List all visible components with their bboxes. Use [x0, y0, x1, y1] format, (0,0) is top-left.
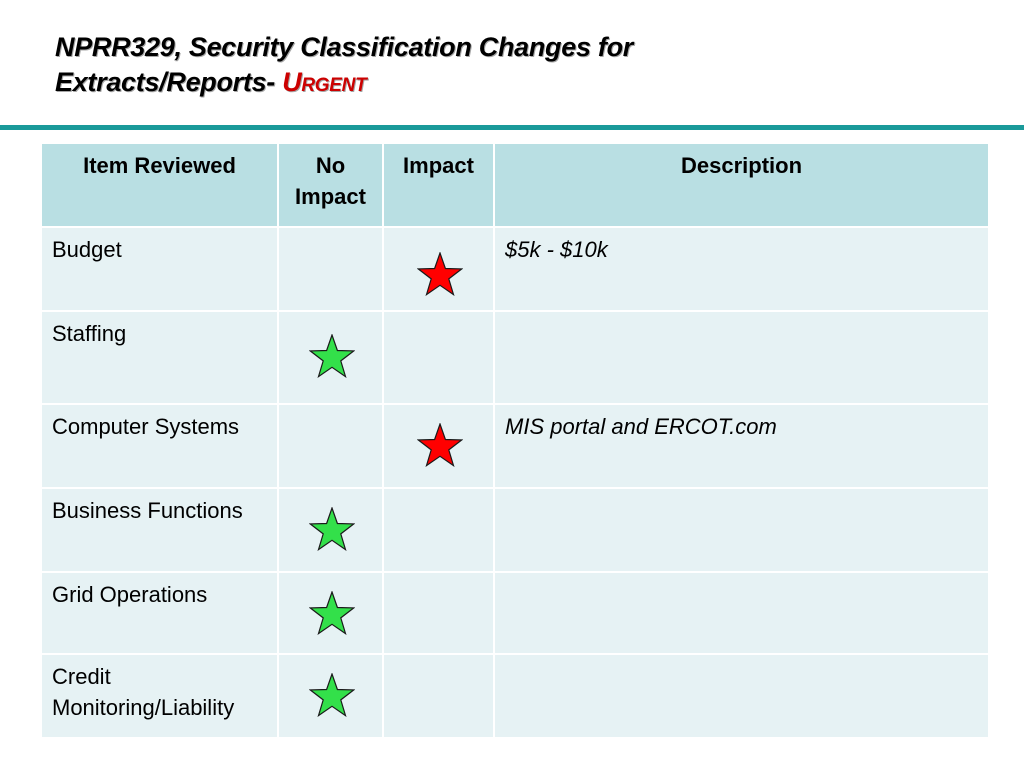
- item-reviewed-cell: Grid Operations: [42, 573, 279, 655]
- slide-title: NPRR329, Security Classification Changes…: [55, 30, 995, 100]
- item-reviewed-cell: Credit Monitoring/Liability: [42, 655, 279, 739]
- no-impact-cell: [279, 228, 384, 312]
- table-row: Staffing: [42, 312, 990, 405]
- impact-cell: [384, 312, 495, 405]
- table-row: Budget $5k - $10k: [42, 228, 990, 312]
- description-cell: MIS portal and ERCOT.com: [495, 405, 990, 489]
- impact-cell: [384, 489, 495, 573]
- green-star-icon: [309, 591, 355, 635]
- impact-cell: [384, 573, 495, 655]
- no-impact-cell: [279, 312, 384, 405]
- item-reviewed-cell: Business Functions: [42, 489, 279, 573]
- table-row: Computer Systems MIS portal and ERCOT.com: [42, 405, 990, 489]
- header-description: Description: [495, 144, 990, 228]
- green-star-icon: [309, 334, 355, 378]
- green-star-icon: [309, 673, 355, 717]
- description-cell: [495, 489, 990, 573]
- no-impact-cell: [279, 405, 384, 489]
- description-cell: [495, 655, 990, 739]
- title-line-2: Extracts/Reports-: [55, 67, 275, 97]
- impact-cell: [384, 228, 495, 312]
- title-line-1: NPRR329, Security Classification Changes…: [55, 32, 633, 62]
- no-impact-cell: [279, 573, 384, 655]
- description-cell: $5k - $10k: [495, 228, 990, 312]
- impact-cell: [384, 655, 495, 739]
- item-reviewed-cell: Computer Systems: [42, 405, 279, 489]
- table-row: Credit Monitoring/Liability: [42, 655, 990, 739]
- table-header-row: Item Reviewed No Impact Impact Descripti…: [42, 144, 990, 228]
- description-cell: [495, 312, 990, 405]
- red-star-icon: [417, 252, 463, 296]
- impact-cell: [384, 405, 495, 489]
- item-reviewed-cell: Budget: [42, 228, 279, 312]
- header-impact: Impact: [384, 144, 495, 228]
- urgent-label: Urgent: [282, 67, 367, 97]
- title-divider: [0, 125, 1024, 130]
- green-star-icon: [309, 507, 355, 551]
- review-table: Item Reviewed No Impact Impact Descripti…: [42, 144, 990, 739]
- no-impact-cell: [279, 655, 384, 739]
- red-star-icon: [417, 423, 463, 467]
- table-row: Grid Operations: [42, 573, 990, 655]
- table-row: Business Functions: [42, 489, 990, 573]
- item-reviewed-cell: Staffing: [42, 312, 279, 405]
- no-impact-cell: [279, 489, 384, 573]
- header-no-impact: No Impact: [279, 144, 384, 228]
- header-item-reviewed: Item Reviewed: [42, 144, 279, 228]
- description-cell: [495, 573, 990, 655]
